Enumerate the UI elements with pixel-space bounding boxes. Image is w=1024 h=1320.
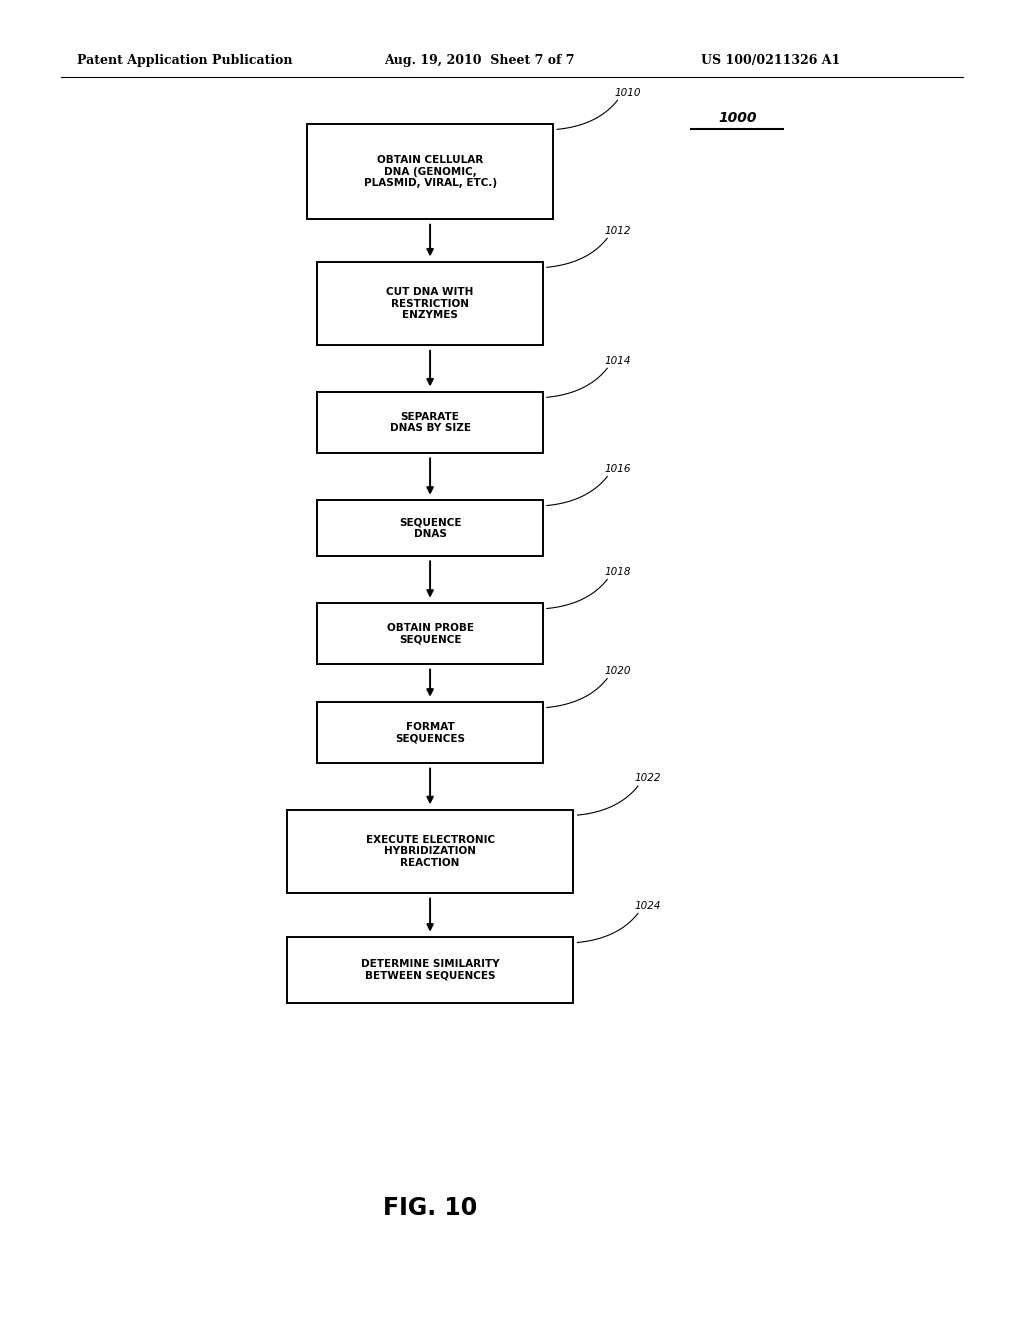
Bar [307, 124, 553, 219]
Text: SEQUENCE
DNAS: SEQUENCE DNAS [398, 517, 462, 539]
Text: OBTAIN PROBE
SEQUENCE: OBTAIN PROBE SEQUENCE [387, 623, 473, 644]
Text: SEPARATE
DNAS BY SIZE: SEPARATE DNAS BY SIZE [389, 412, 471, 433]
Bar [317, 261, 543, 345]
Bar [317, 392, 543, 453]
Text: 1020: 1020 [604, 665, 631, 676]
Text: CUT DNA WITH
RESTRICTION
ENZYMES: CUT DNA WITH RESTRICTION ENZYMES [386, 286, 474, 321]
Text: 1014: 1014 [604, 355, 631, 366]
Bar [317, 702, 543, 763]
Text: 1010: 1010 [614, 87, 641, 98]
Text: 1018: 1018 [604, 566, 631, 577]
Text: FORMAT
SEQUENCES: FORMAT SEQUENCES [395, 722, 465, 743]
Bar [317, 500, 543, 556]
Text: OBTAIN CELLULAR
DNA (GENOMIC,
PLASMID, VIRAL, ETC.): OBTAIN CELLULAR DNA (GENOMIC, PLASMID, V… [364, 154, 497, 189]
Text: FIG. 10: FIG. 10 [383, 1196, 477, 1220]
Bar [287, 937, 573, 1003]
Text: 1022: 1022 [635, 774, 662, 784]
Text: DETERMINE SIMILARITY
BETWEEN SEQUENCES: DETERMINE SIMILARITY BETWEEN SEQUENCES [360, 960, 500, 981]
Text: Patent Application Publication: Patent Application Publication [77, 54, 292, 67]
Text: 1024: 1024 [635, 900, 662, 911]
Text: 1016: 1016 [604, 463, 631, 474]
Text: 1012: 1012 [604, 226, 631, 235]
Bar [317, 603, 543, 664]
Text: EXECUTE ELECTRONIC
HYBRIDIZATION
REACTION: EXECUTE ELECTRONIC HYBRIDIZATION REACTIO… [366, 834, 495, 869]
Text: 1000: 1000 [718, 111, 757, 125]
Text: US 100/0211326 A1: US 100/0211326 A1 [701, 54, 841, 67]
Text: Aug. 19, 2010  Sheet 7 of 7: Aug. 19, 2010 Sheet 7 of 7 [384, 54, 574, 67]
Bar [287, 809, 573, 892]
